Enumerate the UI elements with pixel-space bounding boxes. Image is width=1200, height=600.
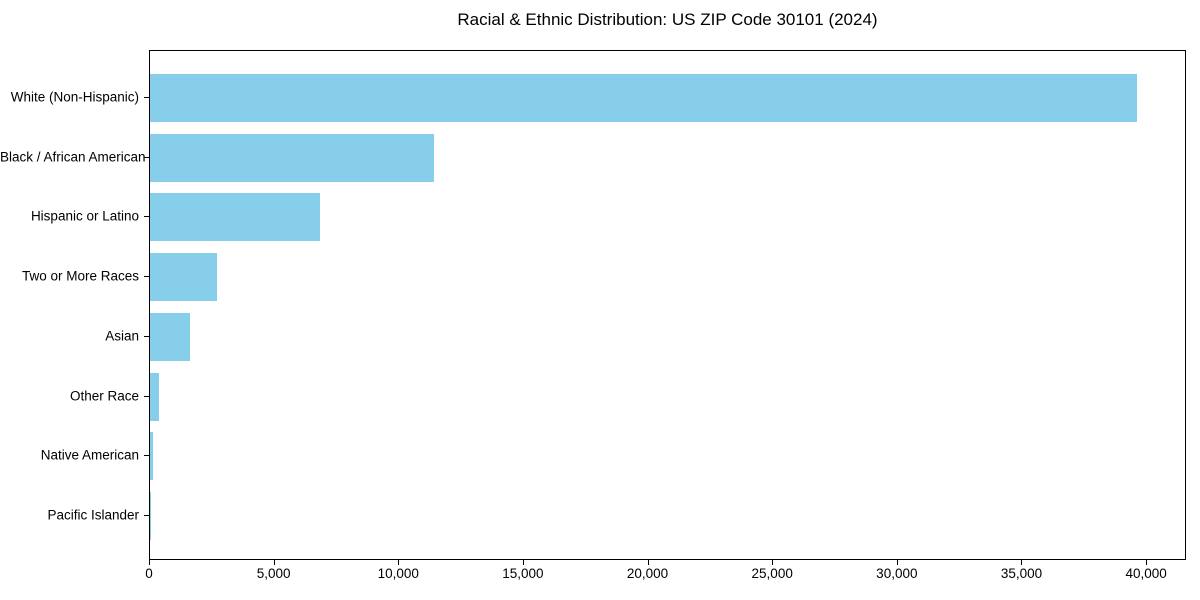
y-tick-label: White (Non-Hispanic) — [10, 89, 139, 105]
y-tick-mark — [144, 455, 149, 457]
y-tick-mark — [144, 97, 149, 98]
y-tick-label: Other Race — [69, 388, 139, 404]
y-tick-label: Black / African American — [0, 149, 146, 165]
x-tick-label: 35,000 — [1000, 566, 1043, 581]
x-tick-label: 5,000 — [256, 566, 291, 581]
x-tick-label: 25,000 — [751, 566, 793, 581]
bar — [150, 253, 218, 302]
bar — [150, 372, 159, 421]
bar — [150, 432, 153, 481]
y-tick-label: Asian — [105, 328, 139, 344]
x-tick-label: 10,000 — [377, 566, 419, 581]
x-tick-label: 20,000 — [626, 566, 669, 581]
x-tick-label: 30,000 — [876, 566, 918, 581]
y-tick-mark — [144, 395, 149, 397]
x-tick-label: 0 — [145, 566, 153, 581]
x-tick-mark — [398, 560, 400, 565]
bar — [150, 312, 190, 361]
y-tick-mark — [144, 335, 149, 337]
y-tick-label: Hispanic or Latino — [30, 208, 139, 224]
bar — [150, 74, 1138, 122]
x-tick-mark — [149, 560, 150, 565]
y-tick-label: Two or More Races — [21, 268, 139, 284]
x-tick-mark — [1021, 560, 1023, 565]
x-tick-mark — [273, 560, 275, 565]
y-tick-label: Pacific Islander — [47, 507, 139, 523]
x-tick-label: 40,000 — [1125, 566, 1167, 581]
x-tick-mark — [1146, 560, 1148, 565]
y-tick-mark — [144, 276, 149, 278]
bar — [150, 133, 435, 182]
x-tick-mark — [522, 560, 524, 565]
bar — [150, 193, 320, 242]
y-tick-mark — [144, 216, 149, 218]
x-tick-label: 15,000 — [502, 566, 544, 581]
y-tick-label: Native American — [40, 447, 139, 463]
x-tick-mark — [772, 560, 774, 565]
x-tick-mark — [896, 560, 898, 565]
chart-title: Racial & Ethnic Distribution: US ZIP Cod… — [457, 10, 878, 29]
plot-area — [149, 50, 1186, 560]
y-tick-mark — [144, 156, 149, 158]
x-tick-mark — [647, 560, 649, 565]
y-tick-mark — [144, 514, 149, 516]
